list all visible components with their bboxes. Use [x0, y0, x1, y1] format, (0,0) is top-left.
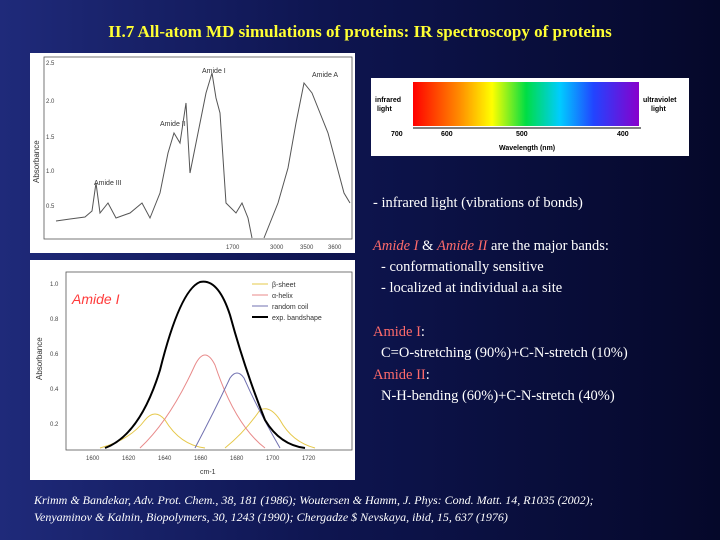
ir-spectrum-svg: Absorbance 2.5 2.0 1.5 1.0 0.5 Amide I A…: [32, 56, 353, 251]
spectrum-axis-label: Wavelength (nm): [499, 145, 555, 152]
reference-line-1: Krimm & Bandekar, Adv. Prot. Chem., 38, …: [34, 493, 594, 507]
amide-i-term: Amide I: [373, 238, 419, 254]
amide-i-description: C=O-stretching (90%)+C-N-stretch (10%): [381, 345, 628, 361]
bottom-xtick-6: 1720: [302, 456, 316, 462]
top-ytick-3: 1.0: [46, 169, 55, 175]
amide-ii-term: Amide II: [437, 238, 488, 254]
top-ytick-1: 2.0: [46, 99, 55, 105]
top-xtick-2: 3500: [300, 245, 314, 251]
bottom-xtick-0: 1600: [86, 456, 100, 462]
legend-random-coil: random coil: [272, 304, 309, 311]
ir-spectrum-chart: Absorbance 2.5 2.0 1.5 1.0 0.5 Amide I A…: [30, 53, 355, 253]
bottom-ytick-2: 0.6: [50, 352, 59, 358]
major-bands-text: are the major bands:: [487, 238, 609, 254]
peak-label-amide-ii: Amide II: [160, 121, 186, 128]
legend-exp-bandshape: exp. bandshape: [272, 315, 322, 322]
spectrum-band: [413, 82, 639, 126]
bottom-xtick-1: 1620: [122, 456, 136, 462]
amide-i-svg: Absorbance 1.0 0.8 0.6 0.4 0.2 Amide I β…: [35, 271, 353, 476]
sub-bullet-sensitive: - conformationally sensitive: [381, 259, 544, 275]
spectrum-tick-500: 500: [516, 131, 528, 138]
amide-i-decomposition-chart: Absorbance 1.0 0.8 0.6 0.4 0.2 Amide I β…: [30, 260, 355, 480]
random-coil-curve: [194, 372, 281, 449]
legend-beta-sheet: β-sheet: [272, 282, 296, 289]
amide-i-overlay-label: Amide I: [71, 291, 120, 307]
bottom-xtick-2: 1640: [158, 456, 172, 462]
beta-sheet-curve: [99, 408, 316, 449]
exp-bandshape-curve: [104, 280, 306, 449]
legend-alpha-helix: α-helix: [272, 293, 293, 300]
top-ytick-2: 1.5: [46, 135, 55, 141]
amide-i-heading: Amide I:: [373, 322, 425, 342]
amide-ii-heading-label: Amide II: [373, 367, 426, 383]
bottom-ytick-3: 0.4: [50, 387, 59, 393]
light-spectrum-figure: infrared light ultraviolet light 700 600…: [371, 78, 689, 156]
spectrum-tick-700: 700: [391, 131, 403, 138]
light-spectrum-svg: infrared light ultraviolet light 700 600…: [375, 82, 677, 152]
peak-label-amide-i: Amide I: [202, 68, 226, 75]
top-xtick-3: 3600: [328, 245, 342, 251]
top-xtick-1: 3000: [270, 245, 284, 251]
amide-ii-colon: :: [425, 367, 430, 383]
amide-i-heading-label: Amide I: [373, 324, 421, 340]
bottom-ylabel: Absorbance: [35, 337, 44, 380]
bottom-ytick-1: 0.8: [50, 317, 59, 323]
top-xtick-0: 1700: [226, 245, 240, 251]
ir-absorbance-curve-right: [263, 81, 351, 239]
top-ytick-0: 2.5: [46, 61, 55, 67]
alpha-helix-curve: [139, 354, 266, 449]
references: Krimm & Bandekar, Adv. Prot. Chem., 38, …: [34, 492, 714, 526]
amide-ii-description: N-H-bending (60%)+C-N-stretch (40%): [381, 388, 615, 404]
ir-absorbance-curve: [55, 72, 253, 239]
infrared-label-1: infrared: [375, 97, 401, 104]
top-ylabel: Absorbance: [32, 140, 41, 183]
uv-label-2: light: [651, 106, 666, 113]
amide-ii-heading: Amide II:: [373, 365, 430, 385]
uv-label-1: ultraviolet: [643, 97, 677, 104]
ampersand: &: [418, 238, 438, 254]
bottom-ytick-0: 1.0: [50, 282, 59, 288]
spectrum-tick-600: 600: [441, 131, 453, 138]
bottom-xlabel: cm-1: [200, 469, 216, 476]
peak-label-amide-a: Amide A: [312, 72, 338, 79]
bottom-xtick-4: 1680: [230, 456, 244, 462]
slide-title: II.7 All-atom MD simulations of proteins…: [108, 22, 612, 41]
bullet-infrared: - infrared light (vibrations of bonds): [373, 195, 583, 211]
spectrum-tick-400: 400: [617, 131, 629, 138]
bottom-xtick-5: 1700: [266, 456, 280, 462]
bottom-xtick-3: 1660: [194, 456, 208, 462]
amide-i-colon: :: [420, 324, 425, 340]
major-bands-line: Amide I & Amide II are the major bands:: [373, 236, 609, 256]
sub-bullet-localized: - localized at individual a.a site: [381, 280, 563, 296]
infrared-label-2: light: [377, 106, 392, 113]
top-ytick-4: 0.5: [46, 204, 55, 210]
bottom-ytick-4: 0.2: [50, 422, 59, 428]
reference-line-2: Venyaminov & Kalnin, Biopolymers, 30, 12…: [34, 510, 508, 524]
peak-label-amide-iii: Amide III: [94, 180, 122, 187]
